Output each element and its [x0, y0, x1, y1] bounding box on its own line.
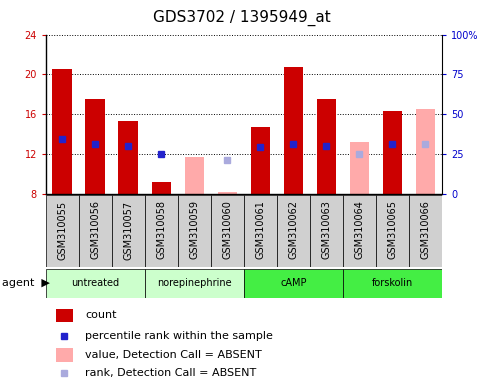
Bar: [350, 142, 369, 194]
Text: GSM310059: GSM310059: [189, 200, 199, 260]
Text: GSM310061: GSM310061: [256, 200, 266, 259]
Bar: [277, 195, 310, 267]
Bar: [310, 195, 343, 267]
Text: percentile rank within the sample: percentile rank within the sample: [85, 331, 273, 341]
Text: GSM310060: GSM310060: [222, 200, 232, 259]
Text: GSM310055: GSM310055: [57, 200, 68, 260]
Bar: [178, 195, 211, 267]
Bar: [284, 68, 303, 194]
Bar: [185, 157, 204, 194]
Text: norepinephrine: norepinephrine: [157, 278, 232, 288]
Bar: [217, 192, 237, 194]
Text: GSM310065: GSM310065: [387, 200, 398, 260]
Text: GSM310062: GSM310062: [288, 200, 298, 260]
Bar: [211, 195, 244, 267]
Text: untreated: untreated: [71, 278, 119, 288]
Text: count: count: [85, 311, 117, 321]
Text: GSM310063: GSM310063: [321, 200, 331, 259]
Text: GSM310058: GSM310058: [156, 200, 167, 260]
Bar: [56, 349, 72, 362]
Bar: [383, 111, 402, 194]
Text: GSM310057: GSM310057: [123, 200, 133, 260]
Bar: [112, 195, 145, 267]
Text: GSM310064: GSM310064: [355, 200, 365, 259]
Bar: [145, 269, 244, 298]
Bar: [244, 195, 277, 267]
Bar: [343, 195, 376, 267]
Bar: [152, 182, 171, 194]
Bar: [56, 309, 72, 322]
Bar: [409, 195, 442, 267]
Bar: [85, 99, 105, 194]
Text: GSM310066: GSM310066: [420, 200, 430, 259]
Text: GSM310056: GSM310056: [90, 200, 100, 260]
Text: value, Detection Call = ABSENT: value, Detection Call = ABSENT: [85, 350, 262, 360]
Text: forskolin: forskolin: [372, 278, 413, 288]
Bar: [118, 121, 138, 194]
Bar: [316, 99, 336, 194]
Text: cAMP: cAMP: [280, 278, 307, 288]
Text: rank, Detection Call = ABSENT: rank, Detection Call = ABSENT: [85, 368, 256, 378]
Bar: [244, 269, 343, 298]
Bar: [251, 127, 270, 194]
Bar: [79, 195, 112, 267]
Bar: [46, 269, 145, 298]
Bar: [53, 70, 72, 194]
Bar: [415, 109, 435, 194]
Bar: [145, 195, 178, 267]
Text: agent  ▶: agent ▶: [2, 278, 50, 288]
Text: GDS3702 / 1395949_at: GDS3702 / 1395949_at: [153, 10, 330, 26]
Bar: [343, 269, 442, 298]
Bar: [376, 195, 409, 267]
Bar: [46, 195, 79, 267]
